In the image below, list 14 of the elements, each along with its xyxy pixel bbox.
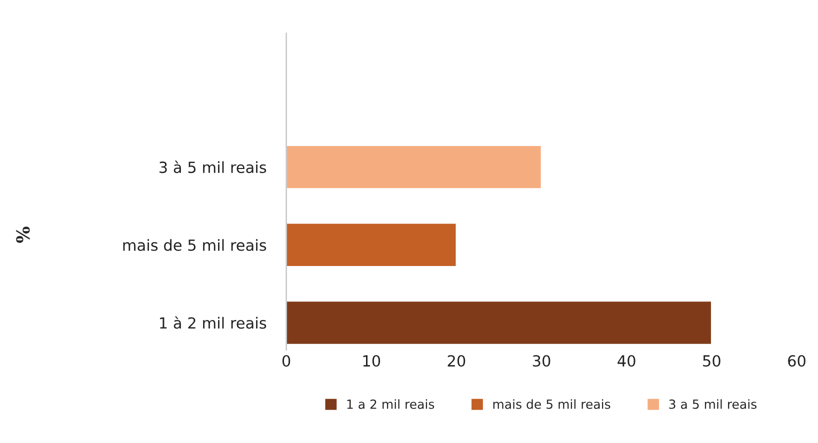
legend-label: mais de 5 mil reais [493, 399, 610, 409]
y-tick-label: 3 à 5 mil reais [160, 160, 266, 174]
y-tick-label: mais de 5 mil reais [123, 239, 266, 251]
x-tick-label: 40 [618, 355, 636, 367]
legend-label: 1 a 2 mil reais [347, 399, 434, 409]
x-tick-label: 30 [532, 355, 550, 367]
x-tick-label: 10 [363, 355, 380, 367]
y-tick-label: 1 à 2 mil reais [160, 316, 266, 329]
text: % [16, 226, 30, 243]
x-tick-label: 50 [703, 355, 720, 367]
x-tick-label: 0 [282, 355, 290, 367]
x-tick-label: 20 [448, 355, 466, 367]
legend-label: 3 a 5 mil reais [669, 399, 756, 409]
x-tick-label: 60 [788, 355, 806, 367]
